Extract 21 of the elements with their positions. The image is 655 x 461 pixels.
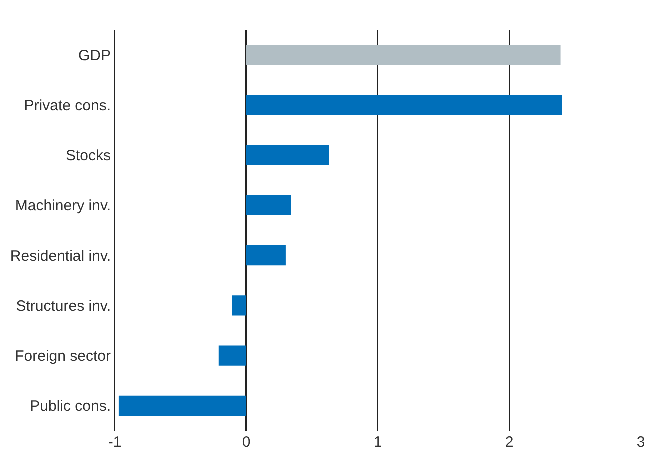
x-tick-label: -1 [108, 434, 122, 451]
bar [232, 296, 246, 316]
y-tick-label: Residential inv. [10, 248, 111, 265]
y-tick-label: Machinery inv. [15, 198, 111, 215]
bar [246, 95, 562, 116]
bar [118, 396, 246, 416]
x-tick-label: 1 [374, 434, 382, 451]
y-tick-label: GDP [78, 47, 111, 64]
x-tick-label: 2 [505, 434, 514, 451]
y-tick-label: Private cons. [24, 97, 111, 114]
y-tick-label: Stocks [66, 148, 111, 165]
x-tick-label: 0 [242, 434, 251, 451]
y-tick-label: Public cons. [30, 398, 111, 416]
y-tick-label: Foreign sector [15, 348, 112, 366]
bar [246, 246, 286, 266]
bar [246, 45, 561, 66]
y-tick-label: Structures inv. [16, 298, 111, 315]
bar [218, 346, 246, 366]
x-tick-label: 3 [636, 434, 646, 451]
bar [246, 195, 292, 216]
bar [246, 145, 330, 166]
